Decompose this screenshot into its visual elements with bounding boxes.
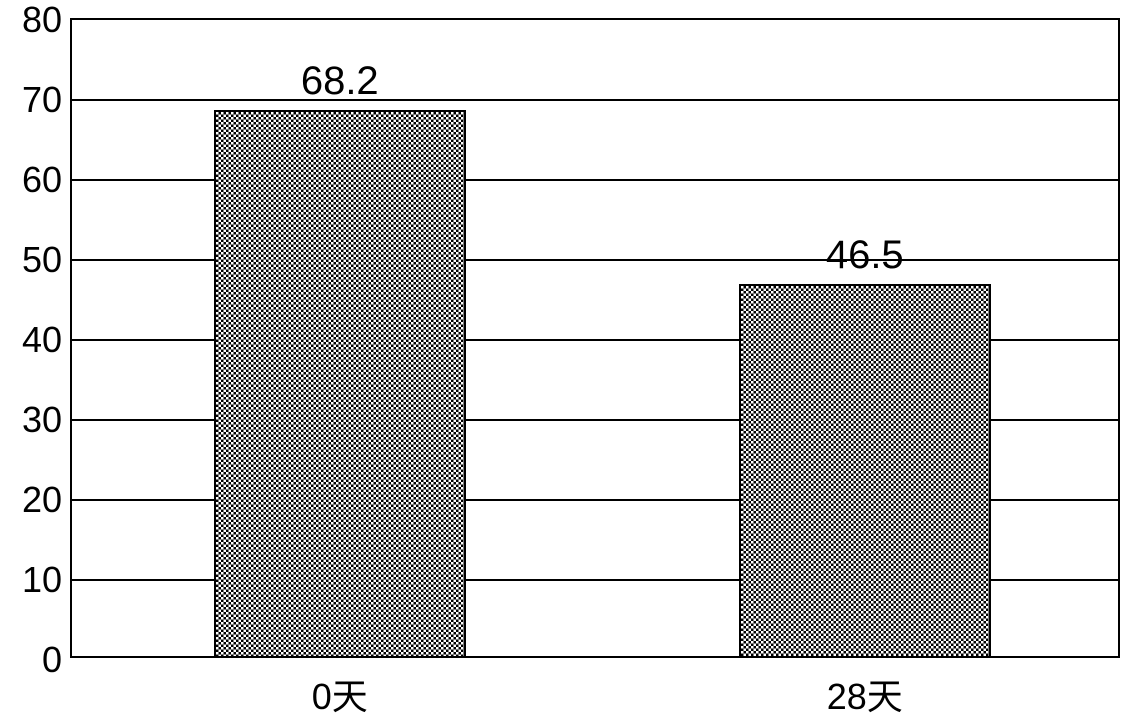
bar — [214, 110, 466, 656]
gridline — [72, 99, 1118, 101]
bar-chart: 0 10 20 30 40 50 60 70 80 0天 68.2 28天 46.5 — [0, 0, 1145, 728]
value-label: 68.2 — [301, 59, 379, 104]
ytick-label: 50 — [22, 239, 72, 281]
ytick-label: 80 — [22, 0, 72, 41]
ytick-label: 20 — [22, 479, 72, 521]
ytick-label: 10 — [22, 559, 72, 601]
xtick-label: 0天 — [312, 656, 368, 720]
ytick-label: 40 — [22, 319, 72, 361]
ytick-label: 70 — [22, 79, 72, 121]
value-label: 46.5 — [826, 233, 904, 278]
plot-area: 010203040506070800天68.228天46.5 — [70, 18, 1120, 658]
ytick-label: 30 — [22, 399, 72, 441]
ytick-label: 60 — [22, 159, 72, 201]
ytick-label: 0 — [42, 639, 72, 681]
bar — [739, 284, 991, 656]
xtick-label: 28天 — [827, 656, 903, 720]
